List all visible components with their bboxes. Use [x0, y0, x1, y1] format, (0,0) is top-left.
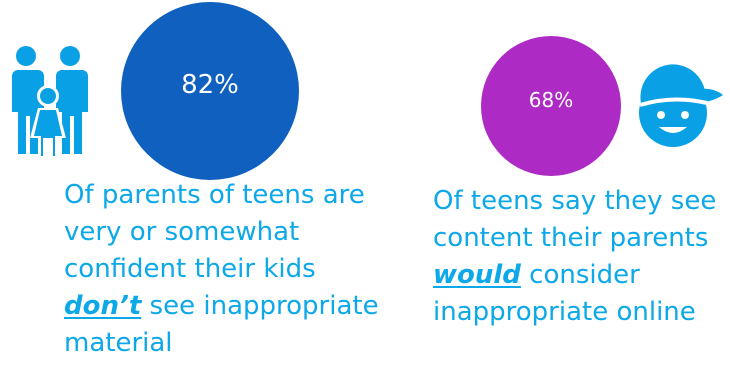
caption-line: inappropriate online: [433, 297, 696, 327]
family-icon: [12, 46, 88, 158]
caption-parents: Of parents of teens are very or somewhat…: [64, 177, 379, 362]
kid-face-icon: [639, 64, 723, 147]
stat-percent-parents: 82%: [181, 70, 239, 100]
caption-teens: Of teens say they see content their pare…: [433, 183, 716, 331]
caption-line-rest: consider: [520, 260, 640, 290]
stat-percent-teens: 68%: [528, 88, 574, 112]
caption-line: would consider: [433, 257, 716, 294]
emphasis-would: would: [433, 260, 521, 290]
stat-circle-parents: 82%: [121, 2, 299, 180]
caption-line: don’t see inappropriate: [64, 288, 379, 325]
caption-line: confident their kids: [64, 254, 316, 284]
caption-line: content their parents: [433, 223, 709, 253]
caption-line: Of teens say they see: [433, 186, 717, 216]
caption-line-rest: see inappropriate: [141, 291, 379, 321]
stat-circle-teens: 68%: [481, 36, 621, 176]
caption-line: Of parents of teens are: [64, 180, 365, 210]
emphasis-dont: don’t: [64, 291, 142, 321]
caption-line: very or somewhat: [64, 217, 300, 247]
caption-line: material: [64, 328, 173, 358]
